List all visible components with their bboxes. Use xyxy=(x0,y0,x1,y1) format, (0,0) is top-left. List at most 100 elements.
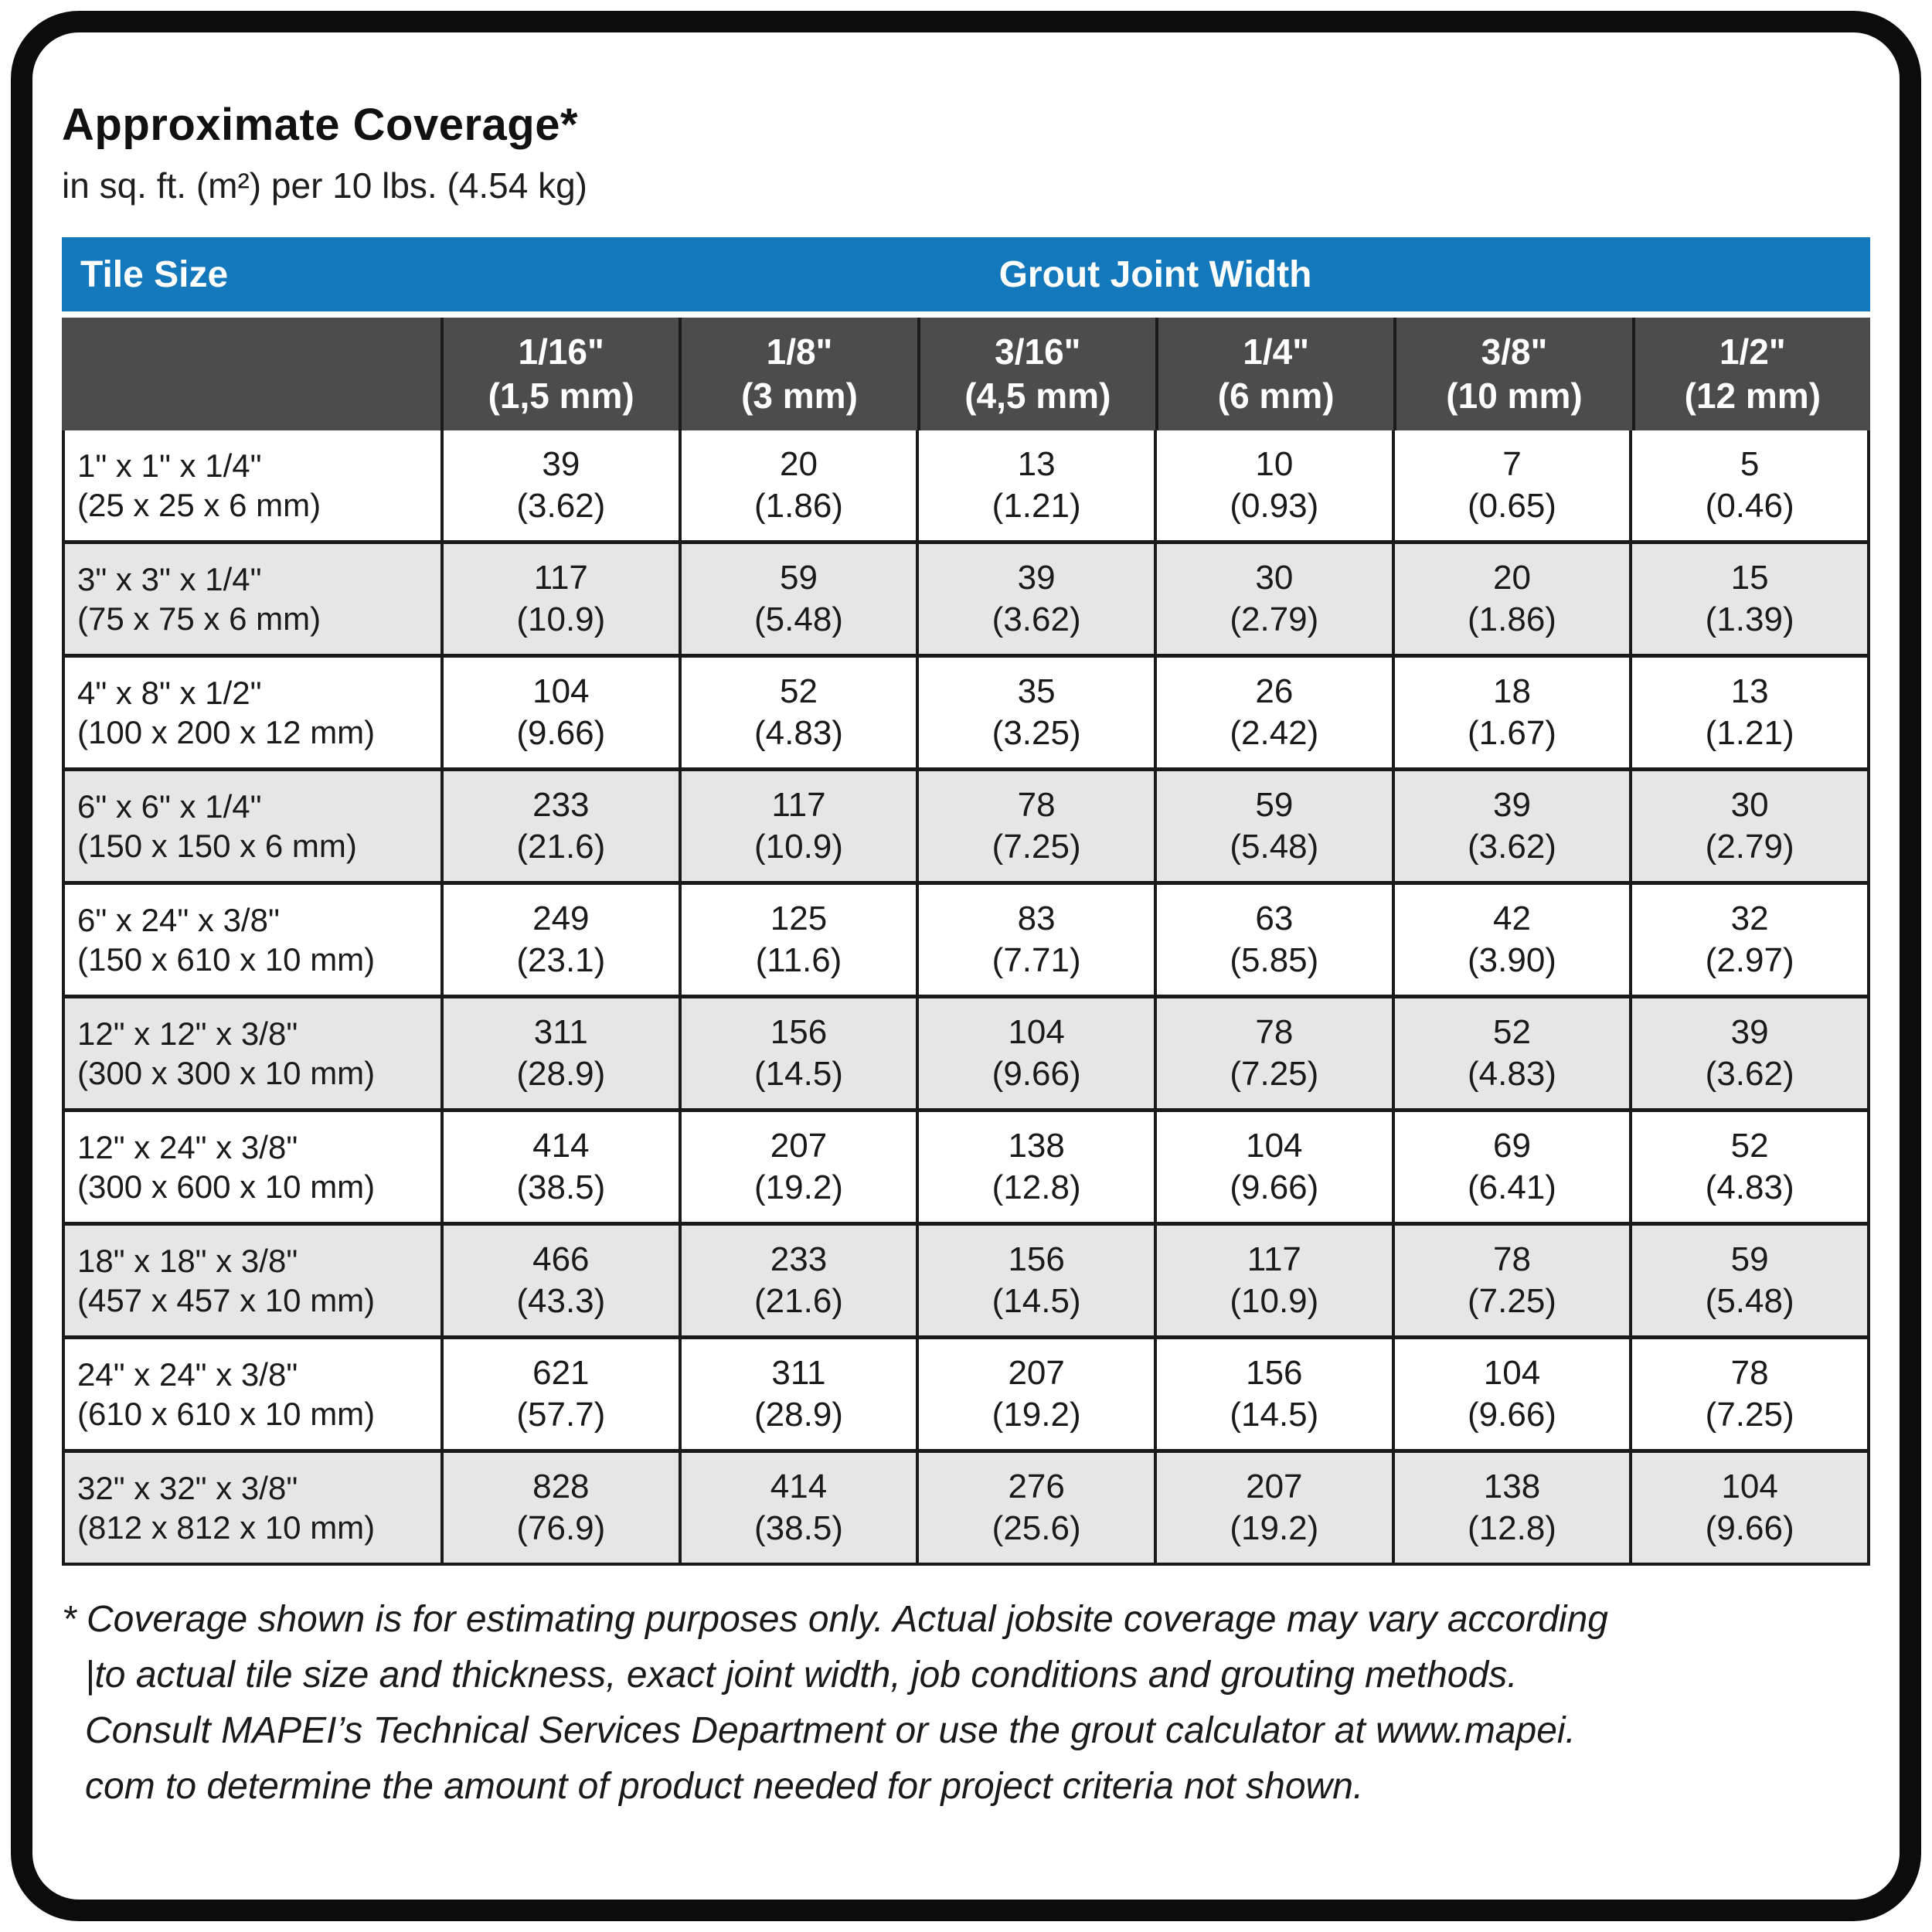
coverage-sqft: 39 xyxy=(1017,559,1056,597)
coverage-sqm: (14.5) xyxy=(992,1282,1081,1320)
column-header-fraction: 3/8" xyxy=(1481,331,1548,372)
coverage-sqm: (7.71) xyxy=(992,941,1081,979)
coverage-cell: 52 (4.83) xyxy=(678,658,917,767)
coverage-cell: 30 (2.79) xyxy=(1153,544,1392,654)
coverage-sqft: 104 xyxy=(532,672,590,711)
coverage-sqm: (7.25) xyxy=(1705,1396,1794,1434)
column-header-metric: (4,5 mm) xyxy=(964,376,1111,416)
coverage-sqft: 249 xyxy=(532,900,590,938)
coverage-cell: 138 (12.8) xyxy=(1391,1453,1630,1563)
coverage-sqm: (19.2) xyxy=(754,1168,843,1206)
coverage-sqm: (10.9) xyxy=(754,828,843,866)
table-band-header: Tile Size Grout Joint Width xyxy=(62,237,1870,311)
coverage-sqft: 83 xyxy=(1017,900,1056,938)
tile-size-cell: 6" x 24" x 3/8" (150 x 610 x 10 mm) xyxy=(65,885,440,995)
coverage-sqft: 207 xyxy=(1246,1468,1303,1506)
coverage-sqft: 276 xyxy=(1008,1468,1065,1506)
coverage-sqm: (2.79) xyxy=(1230,600,1319,638)
tile-size-metric: (25 x 25 x 6 mm) xyxy=(77,487,321,523)
grout-width-header-row: 1/16" (1,5 mm) 1/8" (3 mm) 3/16" (4,5 mm) 1/4"… xyxy=(62,318,1870,430)
coverage-sqm: (76.9) xyxy=(516,1509,606,1547)
coverage-sqm: (25.6) xyxy=(992,1509,1081,1547)
coverage-cell: 78 (7.25) xyxy=(1629,1339,1867,1449)
coverage-cell: 207 (19.2) xyxy=(1153,1453,1392,1563)
coverage-cell: 5 (0.46) xyxy=(1629,430,1867,540)
coverage-sqft: 828 xyxy=(532,1468,590,1506)
tile-size-metric: (300 x 300 x 10 mm) xyxy=(77,1055,376,1091)
coverage-cell: 138 (12.8) xyxy=(916,1112,1154,1222)
tile-size-cell: 24" x 24" x 3/8" (610 x 610 x 10 mm) xyxy=(65,1339,440,1449)
coverage-cell: 32 (2.97) xyxy=(1629,885,1867,995)
coverage-sqm: (5.85) xyxy=(1230,941,1319,979)
coverage-cell: 18 (1.67) xyxy=(1391,658,1630,767)
coverage-sqft: 52 xyxy=(780,672,818,711)
tile-size-imperial: 6" x 24" x 3/8" xyxy=(77,901,280,938)
coverage-sqm: (3.62) xyxy=(992,600,1081,638)
tile-size-cell: 4" x 8" x 1/2" (100 x 200 x 12 mm) xyxy=(65,658,440,767)
coverage-sqft: 104 xyxy=(1721,1468,1778,1506)
coverage-cell: 20 (1.86) xyxy=(1391,544,1630,654)
coverage-sqm: (5.48) xyxy=(754,600,843,638)
footnote-line: com to determine the amount of product n… xyxy=(85,1766,1364,1807)
coverage-sqm: (38.5) xyxy=(516,1168,606,1206)
coverage-cell: 117 (10.9) xyxy=(1153,1226,1392,1335)
coverage-sqft: 125 xyxy=(770,900,828,938)
column-header: 1/8" (3 mm) xyxy=(679,318,917,430)
coverage-cell: 35 (3.25) xyxy=(916,658,1154,767)
coverage-sqft: 104 xyxy=(1246,1127,1303,1165)
tile-size-metric: (812 x 812 x 10 mm) xyxy=(77,1509,376,1546)
column-header-metric: (6 mm) xyxy=(1217,376,1335,416)
column-header-fraction: 1/16" xyxy=(518,331,604,372)
coverage-sqm: (57.7) xyxy=(516,1396,606,1434)
coverage-sqft: 311 xyxy=(533,1013,588,1052)
column-header: 3/16" (4,5 mm) xyxy=(917,318,1155,430)
coverage-sqm: (7.25) xyxy=(992,828,1081,866)
coverage-sqft: 10 xyxy=(1255,445,1294,484)
coverage-sqft: 59 xyxy=(1255,786,1294,825)
coverage-sqm: (1.39) xyxy=(1705,600,1794,638)
coverage-cell: 26 (2.42) xyxy=(1153,658,1392,767)
coverage-sqft: 466 xyxy=(532,1240,590,1279)
coverage-sqft: 20 xyxy=(780,445,818,484)
coverage-cell: 117 (10.9) xyxy=(440,544,679,654)
coverage-cell: 13 (1.21) xyxy=(916,430,1154,540)
coverage-sqft: 117 xyxy=(771,786,826,825)
coverage-cell: 78 (7.25) xyxy=(916,771,1154,881)
coverage-sqft: 15 xyxy=(1730,559,1769,597)
coverage-sqm: (10.9) xyxy=(516,600,606,638)
coverage-cell: 156 (14.5) xyxy=(916,1226,1154,1335)
coverage-sqft: 42 xyxy=(1493,900,1531,938)
coverage-cell: 7 (0.65) xyxy=(1391,430,1630,540)
tile-size-cell: 32" x 32" x 3/8" (812 x 812 x 10 mm) xyxy=(65,1453,440,1563)
page-title: Approximate Coverage* xyxy=(62,100,579,150)
coverage-cell: 311 (28.9) xyxy=(678,1339,917,1449)
coverage-sqft: 59 xyxy=(1730,1240,1769,1279)
footnote-line: Consult MAPEI’s Technical Services Depar… xyxy=(85,1710,1576,1751)
coverage-sqm: (0.93) xyxy=(1230,487,1319,525)
coverage-sqft: 104 xyxy=(1008,1013,1065,1052)
coverage-cell: 828 (76.9) xyxy=(440,1453,679,1563)
column-header-fraction: 1/4" xyxy=(1243,331,1310,372)
coverage-sqm: (4.83) xyxy=(1468,1055,1556,1093)
coverage-sqm: (9.66) xyxy=(1468,1396,1556,1434)
table-row: 4" x 8" x 1/2" (100 x 200 x 12 mm) 104 (9.6… xyxy=(65,654,1867,767)
coverage-sqft: 78 xyxy=(1730,1354,1769,1393)
coverage-sqft: 30 xyxy=(1255,559,1294,597)
coverage-cell: 207 (19.2) xyxy=(678,1112,917,1222)
coverage-sqm: (7.25) xyxy=(1468,1282,1556,1320)
coverage-sqft: 26 xyxy=(1255,672,1294,711)
table-row: 24" x 24" x 3/8" (610 x 610 x 10 mm) 621 (5… xyxy=(65,1335,1867,1449)
coverage-sqm: (2.97) xyxy=(1705,941,1794,979)
coverage-sqm: (12.8) xyxy=(1468,1509,1556,1547)
tile-size-imperial: 3" x 3" x 1/4" xyxy=(77,560,262,597)
coverage-sqm: (38.5) xyxy=(754,1509,843,1547)
coverage-cell: 104 (9.66) xyxy=(1153,1112,1392,1222)
coverage-cell: 125 (11.6) xyxy=(678,885,917,995)
coverage-cell: 15 (1.39) xyxy=(1629,544,1867,654)
tile-size-metric: (100 x 200 x 12 mm) xyxy=(77,714,376,750)
coverage-cell: 78 (7.25) xyxy=(1153,998,1392,1108)
coverage-cell: 233 (21.6) xyxy=(678,1226,917,1335)
coverage-cell: 59 (5.48) xyxy=(1153,771,1392,881)
coverage-sqm: (1.86) xyxy=(1468,600,1556,638)
coverage-cell: 10 (0.93) xyxy=(1153,430,1392,540)
